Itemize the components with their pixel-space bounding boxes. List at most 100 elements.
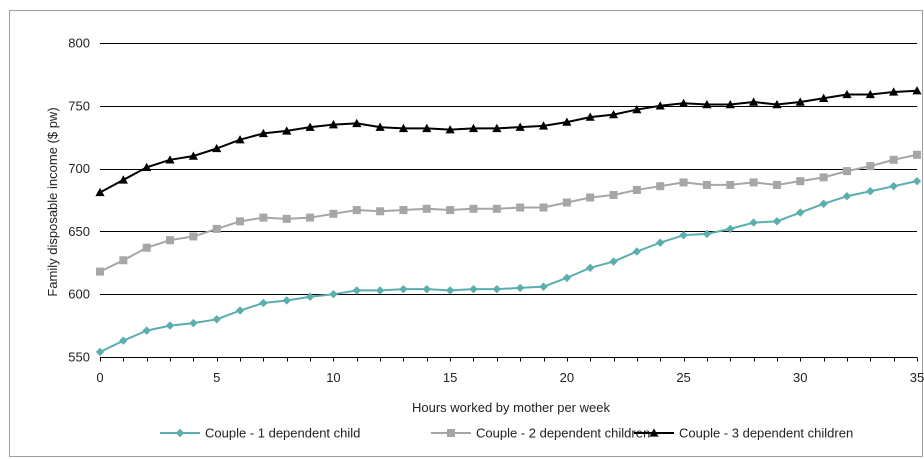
data-point-couple-3-dependent-children-16 xyxy=(468,123,479,133)
data-point-couple-2-dependent-children-32 xyxy=(842,167,851,176)
data-point-couple-3-dependent-children-11 xyxy=(352,118,362,128)
data-point-couple-2-dependent-children-1 xyxy=(119,256,128,265)
data-point-couple-3-dependent-children-5 xyxy=(212,143,222,153)
data-point-couple-1-dependent-child-24 xyxy=(656,238,665,247)
data-point-couple-1-dependent-child-13 xyxy=(399,284,408,294)
data-point-couple-1-dependent-child-1 xyxy=(119,336,128,345)
legend-marker-couple-3-dependent-children xyxy=(649,428,659,437)
data-point-couple-2-dependent-children-8 xyxy=(282,214,291,223)
data-point-couple-3-dependent-children-35 xyxy=(912,86,922,95)
data-point-couple-3-dependent-children-8 xyxy=(282,126,292,135)
data-point-couple-2-dependent-children-33 xyxy=(866,162,875,171)
x-axis-title: Hours worked by mother per week xyxy=(412,400,610,415)
data-point-couple-3-dependent-children-24 xyxy=(655,101,665,110)
data-point-couple-2-dependent-children-18 xyxy=(516,203,525,212)
data-point-couple-1-dependent-child-5 xyxy=(212,315,221,324)
y-tick-label-800: 800 xyxy=(68,36,90,51)
data-point-couple-1-dependent-child-20 xyxy=(562,273,572,283)
data-point-couple-2-dependent-children-12 xyxy=(376,207,385,216)
data-point-couple-3-dependent-children-13 xyxy=(398,123,409,133)
axes xyxy=(100,357,918,362)
data-point-couple-2-dependent-children-22 xyxy=(609,190,618,199)
data-point-couple-3-dependent-children-31 xyxy=(819,93,829,102)
data-point-couple-2-dependent-children-15 xyxy=(446,206,455,215)
y-tick-label-600: 600 xyxy=(68,287,90,302)
x-tick-label-0: 0 xyxy=(96,370,103,385)
data-point-couple-3-dependent-children-29 xyxy=(772,99,782,109)
data-point-couple-3-dependent-children-17 xyxy=(492,123,502,133)
data-point-couple-1-dependent-child-35 xyxy=(912,176,922,186)
data-point-couple-2-dependent-children-21 xyxy=(586,193,595,202)
series-couple-3-dependent-children xyxy=(95,86,922,197)
data-point-couple-3-dependent-children-33 xyxy=(865,89,875,99)
data-point-couple-2-dependent-children-17 xyxy=(492,204,501,213)
data-point-couple-1-dependent-child-27 xyxy=(726,224,735,234)
data-point-couple-2-dependent-children-24 xyxy=(656,182,665,191)
data-point-couple-1-dependent-child-14 xyxy=(422,284,431,294)
data-point-couple-3-dependent-children-25 xyxy=(678,98,689,107)
gridlines xyxy=(100,43,917,295)
data-point-couple-1-dependent-child-3 xyxy=(165,321,175,330)
data-point-couple-3-dependent-children-30 xyxy=(795,97,805,106)
data-point-couple-2-dependent-children-29 xyxy=(772,180,781,189)
data-point-couple-1-dependent-child-12 xyxy=(375,286,385,295)
data-point-couple-1-dependent-child-16 xyxy=(469,284,478,294)
data-point-couple-1-dependent-child-33 xyxy=(866,187,875,196)
x-tick-label-25: 25 xyxy=(676,370,690,385)
x-tick-label-15: 15 xyxy=(443,370,457,385)
data-point-couple-1-dependent-child-32 xyxy=(842,192,852,201)
x-tick-label-10: 10 xyxy=(326,370,340,385)
data-point-couple-3-dependent-children-28 xyxy=(749,97,759,106)
data-point-couple-2-dependent-children-7 xyxy=(259,213,268,222)
data-point-couple-1-dependent-child-22 xyxy=(609,257,618,266)
data-point-couple-1-dependent-child-6 xyxy=(235,306,245,315)
data-point-couple-3-dependent-children-0 xyxy=(95,187,105,197)
data-point-couple-3-dependent-children-6 xyxy=(235,135,245,144)
legend: Couple - 1 dependent child Couple - 2 dep… xyxy=(160,426,853,441)
data-point-couple-1-dependent-child-15 xyxy=(445,286,455,295)
legend-item-couple-2-dependent-children: Couple - 2 dependent children xyxy=(431,426,650,441)
data-point-couple-2-dependent-children-19 xyxy=(539,203,548,212)
data-point-couple-3-dependent-children-3 xyxy=(165,155,175,164)
data-point-couple-1-dependent-child-21 xyxy=(586,263,595,273)
data-point-couple-1-dependent-child-7 xyxy=(259,298,268,308)
data-point-couple-2-dependent-children-27 xyxy=(726,180,735,189)
data-point-couple-1-dependent-child-28 xyxy=(749,218,758,227)
data-point-couple-3-dependent-children-1 xyxy=(118,175,128,184)
data-point-couple-3-dependent-children-32 xyxy=(842,89,852,99)
x-tick-label-20: 20 xyxy=(560,370,574,385)
data-point-couple-3-dependent-children-2 xyxy=(142,162,152,172)
data-point-couple-1-dependent-child-18 xyxy=(515,283,525,293)
data-point-couple-1-dependent-child-19 xyxy=(539,282,548,291)
data-point-couple-3-dependent-children-19 xyxy=(538,121,549,130)
data-point-couple-2-dependent-children-6 xyxy=(236,217,245,226)
data-point-couple-1-dependent-child-4 xyxy=(189,318,198,328)
chart-border xyxy=(9,10,923,457)
data-point-couple-1-dependent-child-23 xyxy=(632,247,642,256)
data-point-couple-3-dependent-children-9 xyxy=(305,122,315,131)
y-axis-title: Family disposable income ($ pw) xyxy=(45,107,60,296)
series-couple-1-dependent-child xyxy=(95,176,922,357)
data-point-couple-1-dependent-child-26 xyxy=(702,229,712,239)
data-point-couple-1-dependent-child-8 xyxy=(282,296,291,305)
data-point-couple-1-dependent-child-30 xyxy=(796,208,805,217)
data-point-couple-3-dependent-children-18 xyxy=(515,122,525,131)
data-point-couple-3-dependent-children-34 xyxy=(889,87,899,96)
data-point-couple-1-dependent-child-25 xyxy=(679,230,688,240)
series-lines xyxy=(95,86,922,357)
series-line-couple-3-dependent-children xyxy=(99,89,918,194)
data-point-couple-2-dependent-children-0 xyxy=(96,267,104,276)
data-point-couple-3-dependent-children-20 xyxy=(562,117,572,126)
data-point-couple-1-dependent-child-2 xyxy=(142,326,151,335)
series-couple-2-dependent-children xyxy=(96,150,921,276)
y-tick-label-750: 750 xyxy=(68,98,90,113)
x-tick-label-5: 5 xyxy=(213,370,220,385)
legend-item-couple-1-dependent-child: Couple - 1 dependent child xyxy=(160,426,360,441)
data-point-couple-1-dependent-child-34 xyxy=(889,181,898,191)
data-point-couple-1-dependent-child-10 xyxy=(329,290,338,299)
data-point-couple-2-dependent-children-4 xyxy=(189,232,198,241)
x-tick-label-30: 30 xyxy=(793,370,807,385)
series-line-couple-1-dependent-child xyxy=(99,180,918,353)
data-point-couple-2-dependent-children-3 xyxy=(166,236,175,245)
